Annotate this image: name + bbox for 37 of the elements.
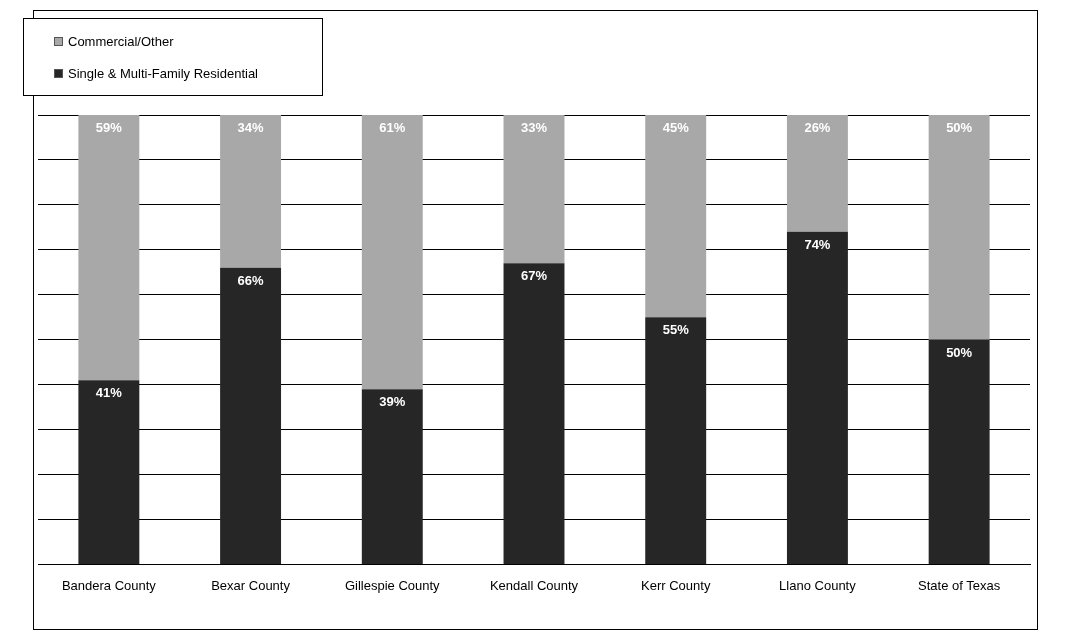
data-label: 45% xyxy=(662,120,690,136)
data-label: 33% xyxy=(520,120,548,136)
bar xyxy=(786,115,848,232)
bar xyxy=(78,380,140,564)
legend-label: Commercial/Other xyxy=(68,33,174,49)
bar xyxy=(503,115,565,264)
data-label: 55% xyxy=(662,322,690,338)
bar xyxy=(361,115,423,390)
x-tick-label: Kendall County xyxy=(489,577,579,593)
data-label: 66% xyxy=(237,272,265,288)
data-label: 74% xyxy=(804,236,831,252)
bar xyxy=(220,267,282,564)
data-label: 34% xyxy=(237,120,265,136)
bar xyxy=(928,115,990,340)
bar xyxy=(220,115,282,268)
x-tick-label: Bandera County xyxy=(61,577,157,593)
x-tick-label: State of Texas xyxy=(918,577,1001,593)
bar xyxy=(928,339,990,564)
x-tick-label: Llano County xyxy=(779,577,857,593)
x-tick-label: Gillespie County xyxy=(344,577,441,593)
bar xyxy=(503,263,565,564)
bar xyxy=(361,389,423,564)
x-tick-label: Kerr County xyxy=(641,577,711,593)
x-tick-label: Bexar County xyxy=(211,577,291,593)
bar xyxy=(786,231,848,564)
data-label: 41% xyxy=(95,385,123,401)
bar xyxy=(645,317,707,564)
data-label: 26% xyxy=(804,120,831,136)
bar xyxy=(645,115,707,318)
data-label: 50% xyxy=(946,344,973,360)
data-label: 61% xyxy=(379,120,406,136)
data-label: 50% xyxy=(946,120,973,136)
data-label: 39% xyxy=(379,394,406,410)
bar xyxy=(78,115,140,381)
data-label: 59% xyxy=(95,120,123,136)
data-label: 67% xyxy=(520,268,548,284)
legend-label: Single & Multi-Family Residential xyxy=(68,65,259,81)
